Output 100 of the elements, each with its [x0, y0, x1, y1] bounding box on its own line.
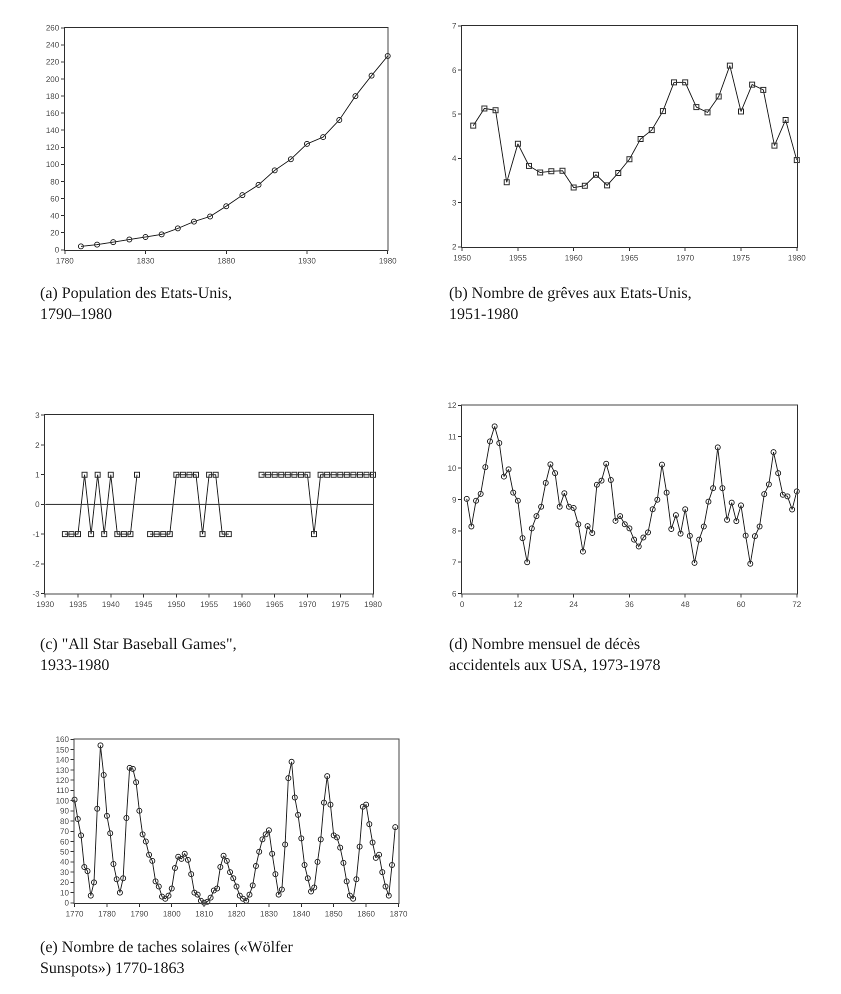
point	[671, 79, 678, 86]
x-tick-label: 1970	[676, 253, 695, 262]
point	[526, 162, 532, 169]
point	[470, 122, 476, 129]
x-tick-label: 1955	[508, 253, 528, 262]
x-tick-label: 1790	[130, 909, 149, 918]
point	[559, 168, 566, 174]
x-tick-label: 1980	[364, 600, 382, 610]
point	[158, 231, 165, 238]
y-tick-label: 3	[452, 198, 458, 208]
x-tick-label: 72	[792, 600, 802, 610]
x-tick-label: 1840	[292, 909, 311, 918]
point	[384, 52, 391, 59]
x-tick-label: 12	[513, 600, 523, 610]
y-tick-label: 90	[60, 806, 70, 816]
point	[570, 184, 577, 191]
point	[126, 236, 132, 243]
y-tick-label: 70	[60, 827, 70, 836]
point	[638, 136, 644, 142]
x-tick-label: 1975	[331, 600, 350, 610]
x-tick-label: 1870	[390, 909, 408, 918]
y-tick-label: 260	[46, 24, 60, 33]
x-tick-label: 1860	[357, 909, 376, 918]
y-tick-label: 5	[452, 110, 458, 119]
point	[749, 82, 756, 88]
y-tick-label: 120	[46, 143, 60, 152]
y-tick-label: 120	[56, 776, 70, 785]
point	[110, 239, 116, 246]
y-tick-label: 180	[46, 92, 60, 101]
y-tick-label: 2	[35, 440, 40, 450]
point	[368, 72, 375, 79]
y-tick-label: -1	[32, 530, 40, 539]
point	[481, 105, 488, 112]
point	[794, 157, 800, 164]
x-tick-label: 1810	[195, 909, 214, 918]
point	[604, 182, 610, 188]
point	[174, 225, 181, 232]
point	[648, 127, 655, 134]
y-tick-label: -2	[32, 560, 40, 569]
point	[592, 172, 599, 178]
x-tick-label: 1965	[266, 600, 284, 610]
y-tick-label: 60	[50, 194, 60, 204]
y-tick-label: 100	[56, 796, 70, 806]
y-tick-label: 40	[60, 858, 70, 867]
y-tick-label: 30	[60, 868, 70, 877]
point	[514, 140, 521, 147]
point	[94, 242, 100, 248]
point	[207, 213, 214, 220]
point	[223, 203, 230, 210]
x-tick-label: 1960	[564, 253, 584, 262]
y-tick-label: 130	[56, 766, 70, 775]
y-tick-label: 1	[35, 470, 40, 480]
x-tick-label: 1850	[324, 909, 344, 918]
point	[760, 86, 766, 93]
point	[548, 168, 554, 174]
x-tick-label: 1880	[217, 256, 236, 266]
y-tick-label: 7	[452, 558, 458, 568]
y-tick-label: 200	[46, 74, 60, 84]
point	[504, 179, 510, 186]
point	[716, 94, 722, 100]
x-tick-label: 1955	[200, 600, 219, 610]
text: (d) Nombre mensuel de décès accidentels aux USA, 1973-1978	[449, 636, 661, 674]
point	[782, 116, 789, 123]
point	[682, 79, 688, 86]
y-tick-label: 2	[452, 242, 458, 252]
y-tick-label: 150	[56, 745, 70, 754]
x-tick-label: 1980	[378, 256, 398, 266]
y-tick-label: 6	[452, 589, 458, 598]
point	[738, 108, 744, 115]
point	[336, 116, 342, 123]
text: (e) Nombre de taches solaires («Wölfer Sunspots») 1770-1863	[40, 939, 294, 977]
point	[537, 170, 544, 176]
point	[320, 134, 326, 140]
y-tick-label: 80	[60, 816, 70, 826]
x-tick-label: 48	[680, 600, 690, 610]
y-tick-label: 110	[56, 786, 70, 796]
y-tick-label: 160	[56, 735, 70, 744]
text: (c) "All Star Baseball Games", 1933-1980	[40, 636, 237, 674]
y-tick-label: 60	[60, 837, 70, 846]
x-tick-label: 1950	[453, 253, 472, 262]
y-tick-label: 4	[452, 154, 458, 164]
y-tick-label: 20	[50, 228, 60, 238]
x-tick-label: 1830	[260, 909, 278, 918]
x-tick-label: 36	[624, 600, 634, 610]
point	[272, 167, 278, 174]
y-tick-label: 10	[448, 464, 458, 473]
point	[239, 192, 246, 198]
y-tick-label: 240	[46, 40, 60, 50]
x-tick-label: 1800	[162, 909, 182, 918]
y-tick-label: 50	[60, 847, 70, 856]
y-tick-label: 3	[35, 411, 40, 420]
y-tick-label: 12	[448, 401, 458, 410]
x-tick-label: 1975	[732, 253, 750, 262]
x-tick-label: 1980	[788, 253, 806, 262]
y-tick-label: -3	[32, 589, 40, 598]
x-tick-label: 0	[460, 600, 465, 610]
x-tick-label: 1930	[36, 600, 55, 610]
point	[304, 140, 310, 147]
x-tick-label: 1970	[298, 600, 317, 610]
y-tick-label: 140	[56, 756, 70, 765]
